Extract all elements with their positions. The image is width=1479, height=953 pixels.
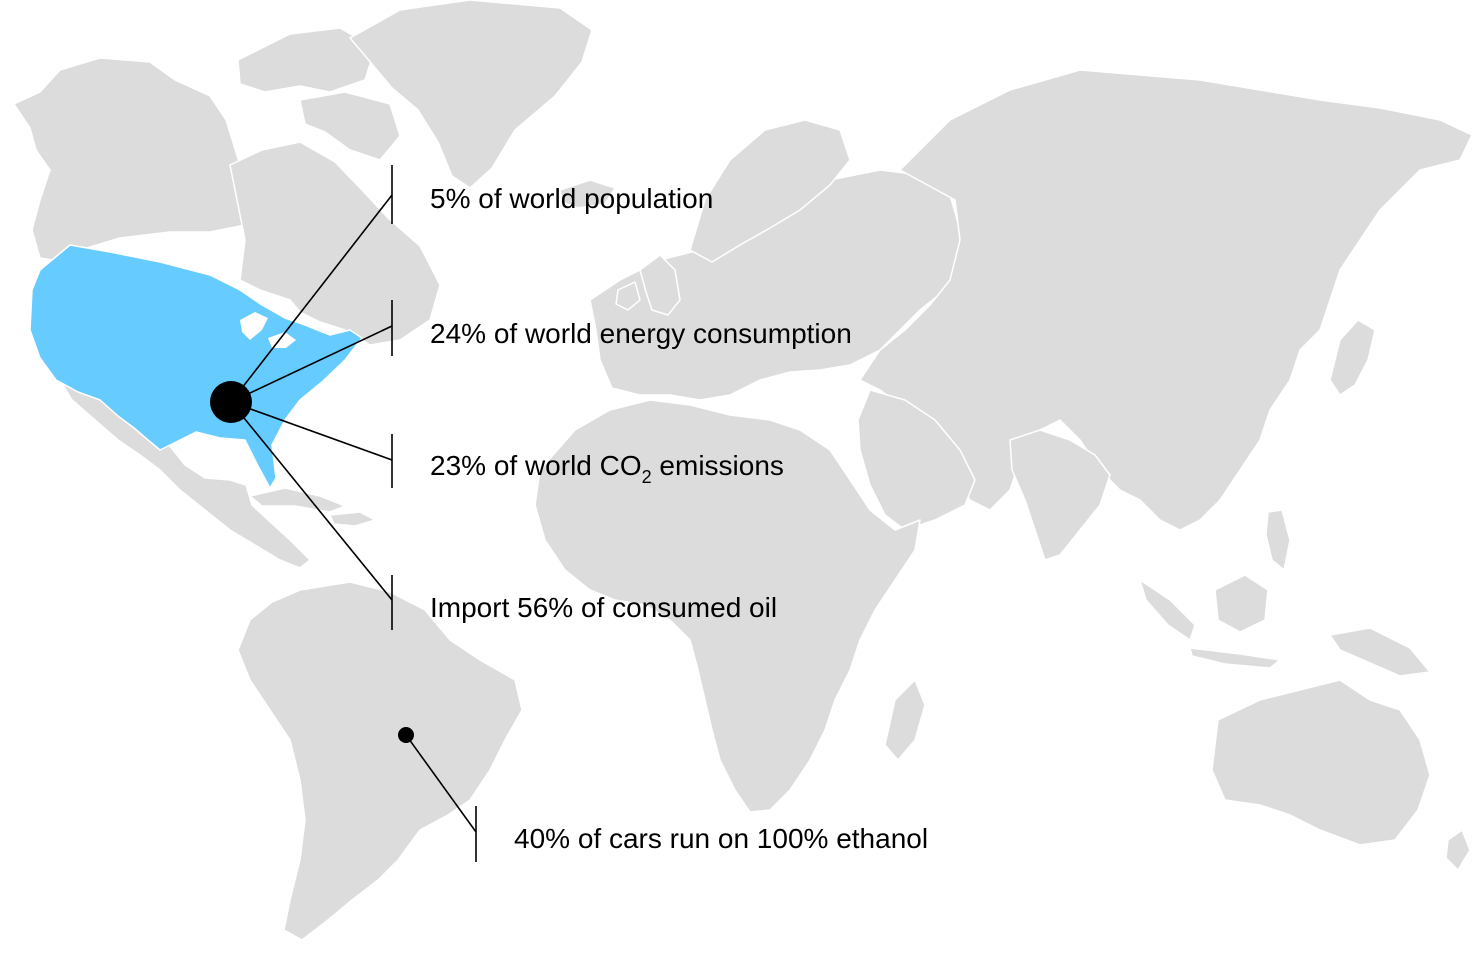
landmass-philippines [1265,509,1291,571]
landmass-arctic-islands [237,27,376,93]
leader-line-energy [230,325,393,403]
landmass-baffin [299,91,401,161]
landmass-australia [1211,679,1431,846]
landmass-alaska [13,57,256,263]
landmass-britain [639,254,681,316]
landmass-new-guinea [1329,627,1431,677]
usa-marker [210,381,252,423]
landmass-new-zealand [1445,829,1471,871]
landmass-cuba [249,487,346,513]
landmass-south-america [237,581,523,941]
usa-highlight [29,244,363,489]
brazil-marker [398,727,414,743]
landmass-madagascar [884,679,926,761]
callout-oil: Import 56% of consumed oil [430,592,777,623]
landmass-mexico [59,379,311,569]
landmass-eastern-canada [229,141,441,346]
callout-co2: 23% of world CO2 emissions [430,450,784,487]
landmass-scandinavia [689,119,851,263]
callout-energy: 24% of world energy consumption [430,318,852,349]
leader-line-co2 [230,401,393,461]
leader-line-population [230,194,393,403]
great-lakes [240,312,296,348]
landmass-japan [1329,319,1376,396]
callout-co2-subscript: 2 [642,467,652,487]
leader-line-oil [230,401,393,601]
callout-co2-text: 23% of world CO [430,450,642,481]
landmass-arabia [857,389,976,531]
callout-ethanol: 40% of cars run on 100% ethanol [514,823,928,854]
landmass-borneo [1214,574,1269,633]
landmass-iceland [559,179,616,209]
landmass-ireland [615,281,641,311]
leader-line-ethanol [405,734,477,833]
callout-population: 5% of world population [430,183,713,214]
landmass-africa [534,399,921,813]
callout-co2-tail: emissions [652,450,784,481]
landmass-india [1009,429,1111,561]
landmass-sumatra [1139,579,1196,641]
landmass-java [1189,647,1281,669]
landmass-hispaniola [329,511,376,527]
landmass-greenland [349,0,593,189]
